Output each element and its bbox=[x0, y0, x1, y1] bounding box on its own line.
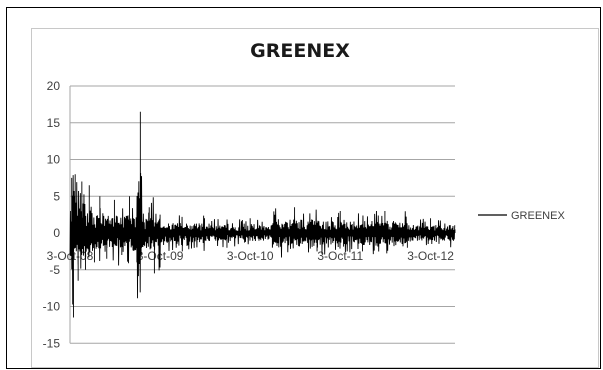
series-greenex bbox=[69, 111, 456, 318]
legend: GREENEX bbox=[478, 210, 565, 222]
y-tick-label: 15 bbox=[47, 116, 61, 130]
y-tick-label: -5 bbox=[49, 263, 60, 277]
y-tick-label: 5 bbox=[53, 189, 60, 203]
grid-lines bbox=[69, 85, 455, 344]
y-tick-label: 20 bbox=[47, 79, 61, 93]
y-tick-label: 10 bbox=[47, 153, 61, 167]
chart-title: GREENEX bbox=[250, 40, 350, 62]
x-tick-label: 3-Oct-10 bbox=[227, 249, 274, 263]
chart-area bbox=[31, 28, 599, 368]
y-tick-label: -10 bbox=[43, 300, 61, 314]
y-tick-label: -15 bbox=[43, 336, 61, 350]
x-tick-label: 3-Oct-12 bbox=[407, 249, 454, 263]
y-axis-ticks: 20 15 10 5 0 -5 -10 -15 bbox=[43, 79, 61, 350]
x-tick-label: 3-Oct-11 bbox=[317, 249, 363, 263]
legend-label-greenex: GREENEX bbox=[511, 210, 565, 222]
page-frame bbox=[6, 7, 601, 369]
y-tick-label: 0 bbox=[53, 226, 60, 240]
series-line-greenex bbox=[69, 111, 456, 318]
